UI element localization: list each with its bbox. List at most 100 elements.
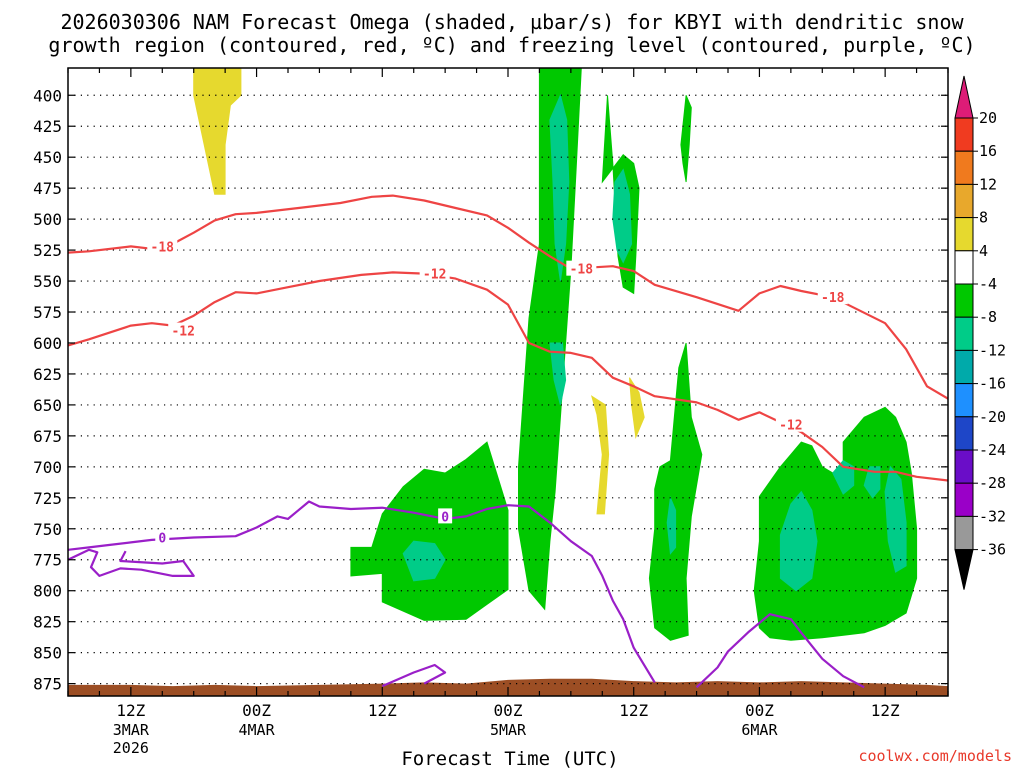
y-tick-label-800: 800 (33, 582, 62, 601)
omega-region--8-16 (884, 465, 907, 573)
contour-label-bg--12-1 (419, 265, 450, 281)
x-tick-label-48: 00Z (494, 701, 523, 720)
x-tick-label-60: 12Z (619, 701, 648, 720)
y-tick-label-575: 575 (33, 303, 62, 322)
omega-region--8-10 (549, 342, 567, 406)
colorbar-bottom-arrow (954, 549, 974, 590)
omega-region--4-4 (350, 441, 509, 621)
colorbar-swatch-10 (954, 416, 974, 451)
y-tick-label-825: 825 (33, 613, 62, 632)
chart-title-line-1: 2026030306 NAM Forecast Omega (shaded, µ… (60, 10, 964, 34)
contour-label--12-1: -12 (423, 268, 446, 283)
colorbar: 20 16 12 8 4 -4 -8 -12 -16 -20 -24 -28 -32 -36 (954, 75, 1006, 590)
contour-label-0-0: 0 (158, 531, 166, 546)
y-tick-label-525: 525 (33, 241, 62, 260)
colorbar-label-4: 4 (979, 242, 988, 260)
omega-region-4-2 (629, 377, 645, 439)
omega-region--8-14 (779, 490, 818, 592)
colorbar-label-3: 8 (979, 209, 988, 227)
omega-shading-layer (193, 68, 918, 641)
x-tick-date-72: 6MAR (741, 721, 778, 739)
colorbar-swatch-6 (954, 283, 974, 318)
colorbar-swatch-12 (954, 482, 974, 517)
colorbar-label-5: -4 (979, 275, 997, 293)
x-tick-label-84: 12Z (871, 701, 900, 720)
contour-label-bg--18-1 (566, 260, 597, 276)
colorbar-label-2: 12 (979, 175, 997, 193)
colorbar-swatch-3 (954, 183, 974, 219)
colorbar-swatch-9 (954, 383, 974, 418)
colorbar-swatch-5 (954, 250, 974, 285)
y-tick-label-425: 425 (33, 117, 62, 136)
y-tick-label-625: 625 (33, 365, 62, 384)
contour-label--12-2: -12 (779, 419, 802, 434)
y-tick-label-400: 400 (33, 86, 62, 105)
omega-region--8-13 (666, 495, 677, 555)
x-tick-label-24: 00Z (242, 701, 271, 720)
y-tick-label-500: 500 (33, 210, 62, 229)
colorbar-swatch-8 (954, 349, 974, 385)
omega-region--4-6 (680, 95, 692, 183)
colorbar-label-11: -28 (979, 474, 1006, 492)
colorbar-swatch-4 (954, 217, 974, 252)
contour-line--18 (68, 194, 948, 400)
contour-label-bg--18-2 (817, 289, 848, 305)
y-tick-label-750: 750 (33, 520, 62, 539)
omega-region--4-3 (518, 68, 582, 611)
omega-region--8-15 (832, 460, 855, 495)
omega-region--8-11 (612, 168, 633, 264)
contour-line-0-b (381, 663, 447, 688)
y-tick-label-775: 775 (33, 551, 62, 570)
colorbar-label-0: 20 (979, 109, 997, 127)
colorbar-swatch-13 (954, 515, 974, 551)
x-tick-year-12: 2026 (113, 739, 149, 757)
contour-label--18-2: -18 (821, 291, 845, 306)
omega-region--4-7 (648, 342, 703, 641)
contour-label-0-1: 0 (441, 510, 449, 525)
credit-text: coolwx.com/models (858, 747, 1012, 765)
contour-label-bg-0-1 (438, 508, 453, 524)
x-tick-date-24: 4MAR (239, 721, 276, 739)
contour-label-bg--18-0 (147, 238, 178, 254)
colorbar-label-8: -16 (979, 375, 1006, 393)
colorbar-label-13: -36 (979, 541, 1006, 559)
y-tick-label-725: 725 (33, 489, 62, 508)
y-tick-label-850: 850 (33, 644, 62, 663)
x-tick-label-36: 12Z (368, 701, 397, 720)
colorbar-top-arrow (954, 75, 974, 119)
contour-line-0-c (695, 613, 865, 689)
y-tick-label-650: 650 (33, 396, 62, 415)
x-axis-title: Forecast Time (UTC) (401, 748, 618, 768)
y-tick-label-675: 675 (33, 427, 62, 446)
contour-label--12-0: -12 (171, 325, 194, 340)
contour-line-0-a (68, 548, 195, 578)
contour-label-bg-0-0 (155, 529, 170, 545)
colorbar-swatch-11 (954, 449, 974, 484)
x-tick-date-12: 3MAR (113, 721, 150, 739)
omega-region-4-1 (590, 395, 610, 515)
colorbar-label-9: -20 (979, 408, 1006, 426)
contour-line--12 (68, 271, 948, 482)
contour-label--18-1: -18 (570, 263, 594, 278)
contour-label--18-0: -18 (151, 240, 175, 255)
omega-region--8-12 (402, 540, 446, 582)
colorbar-label-6: -8 (979, 308, 997, 326)
colorbar-swatch-2 (954, 150, 974, 185)
y-tick-label-700: 700 (33, 458, 62, 477)
colorbar-swatch-7 (954, 316, 974, 351)
y-tick-label-475: 475 (33, 179, 62, 198)
y-tick-label-550: 550 (33, 272, 62, 291)
y-tick-label-450: 450 (33, 148, 62, 167)
colorbar-label-1: 16 (979, 142, 997, 160)
y-tick-label-600: 600 (33, 334, 62, 353)
contour-label-bg--12-2 (775, 416, 806, 432)
x-tick-label-12: 12Z (116, 701, 145, 720)
colorbar-label-12: -32 (979, 507, 1006, 525)
colorbar-label-10: -24 (979, 441, 1006, 459)
colorbar-swatch-1 (954, 117, 974, 152)
contour-labels-layer: -18 -18 -18 -12 -12 -12 0 0 (147, 238, 848, 546)
x-tick-label-72: 00Z (745, 701, 774, 720)
contour-line-0 (68, 500, 656, 683)
y-axis: 400 425 450 475 500 525 550 575 600 625 650 675 700 7… (33, 86, 948, 694)
